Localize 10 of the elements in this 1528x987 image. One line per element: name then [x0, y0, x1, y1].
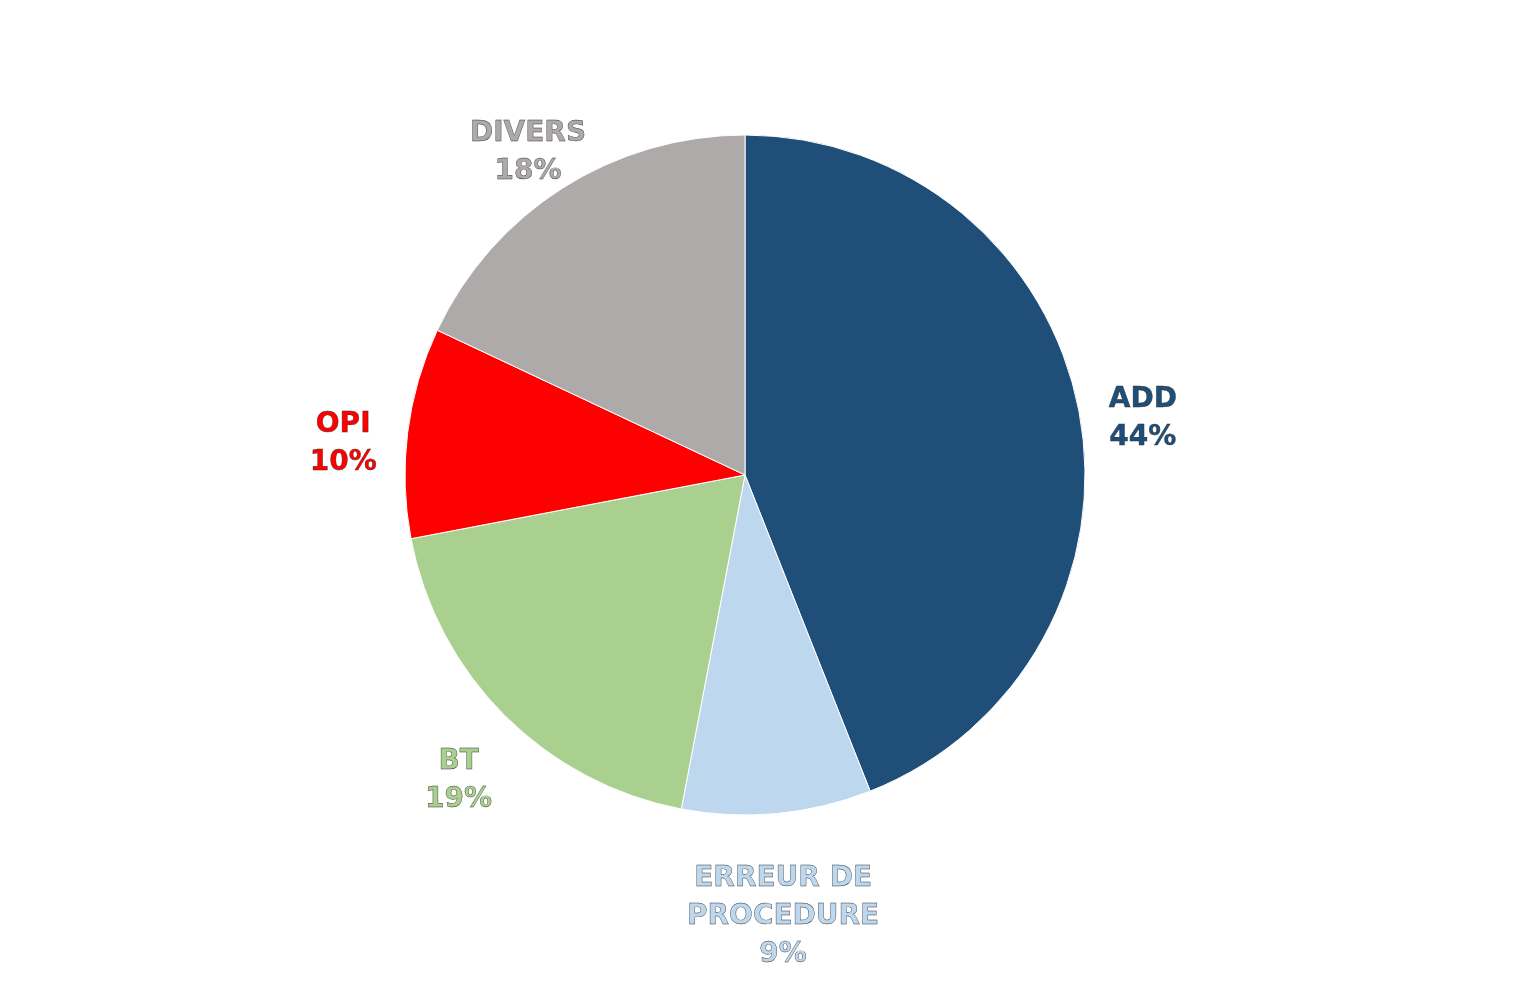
data-label: 44% — [1109, 419, 1177, 453]
slice-label: OPI — [315, 406, 371, 440]
data-label: 9% — [759, 936, 807, 970]
slice-label: ERREUR DE PROCEDURE — [687, 860, 880, 932]
slice-label: ADD — [1108, 381, 1177, 415]
data-label: 18% — [494, 153, 562, 187]
data-label: 19% — [425, 781, 493, 815]
slice-label: BT — [438, 743, 479, 777]
data-label: 10% — [309, 444, 377, 478]
slice-label: DIVERS — [469, 115, 587, 149]
